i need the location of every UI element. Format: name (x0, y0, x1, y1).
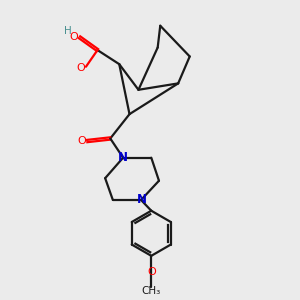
Text: O: O (77, 136, 86, 146)
Text: O: O (70, 32, 78, 42)
Text: O: O (147, 267, 156, 277)
Text: H: H (64, 26, 72, 36)
Text: CH₃: CH₃ (142, 286, 161, 296)
Text: O: O (76, 63, 85, 73)
Text: N: N (137, 194, 147, 206)
Text: N: N (118, 151, 128, 164)
